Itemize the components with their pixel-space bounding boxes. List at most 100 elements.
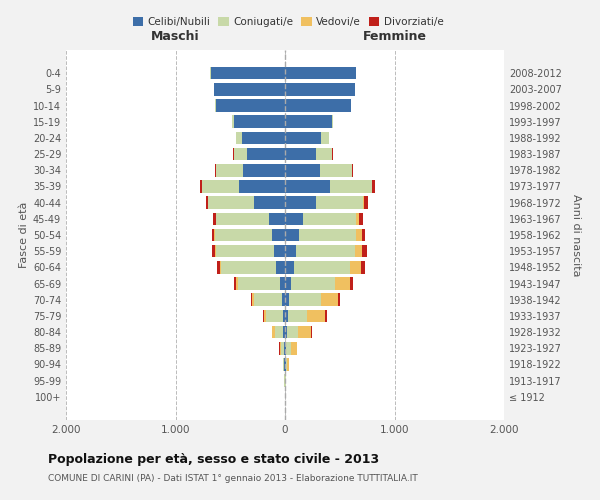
Bar	[200, 180, 202, 193]
Bar	[206, 196, 208, 209]
Bar	[285, 99, 350, 112]
Bar	[263, 310, 266, 322]
Bar	[373, 180, 374, 193]
Text: COMUNE DI CARINI (PA) - Dati ISTAT 1° gennaio 2013 - Elaborazione TUTTITALIA.IT: COMUNE DI CARINI (PA) - Dati ISTAT 1° ge…	[48, 474, 418, 483]
Bar	[232, 116, 233, 128]
Bar	[311, 326, 312, 338]
Bar	[371, 180, 373, 193]
Bar	[283, 358, 284, 371]
Bar	[285, 245, 296, 258]
Bar	[320, 164, 352, 176]
Bar	[363, 196, 364, 209]
Bar	[361, 261, 365, 274]
Bar	[285, 342, 286, 354]
Bar	[362, 245, 367, 258]
Bar	[244, 164, 285, 176]
Bar	[212, 245, 215, 258]
Bar	[281, 342, 284, 354]
Bar	[283, 326, 285, 338]
Bar	[236, 277, 238, 290]
Bar	[287, 358, 289, 371]
Bar	[216, 245, 274, 258]
Bar	[356, 228, 362, 241]
Bar	[285, 83, 355, 96]
Bar	[214, 212, 215, 225]
Bar	[285, 277, 291, 290]
Bar	[285, 180, 330, 193]
Bar	[274, 245, 285, 258]
Bar	[216, 164, 244, 176]
Bar	[272, 228, 285, 241]
Bar	[269, 212, 285, 225]
Bar	[285, 228, 299, 241]
Bar	[288, 310, 307, 322]
Bar	[252, 294, 254, 306]
Text: Popolazione per età, sesso e stato civile - 2013: Popolazione per età, sesso e stato civil…	[48, 452, 379, 466]
Bar	[211, 67, 285, 80]
Bar	[286, 342, 290, 354]
Bar	[233, 116, 285, 128]
Bar	[285, 67, 356, 80]
Bar	[238, 277, 280, 290]
Bar	[321, 132, 329, 144]
Bar	[284, 342, 285, 354]
Y-axis label: Anni di nascita: Anni di nascita	[571, 194, 581, 276]
Bar	[254, 294, 282, 306]
Bar	[247, 148, 285, 160]
Bar	[287, 326, 298, 338]
Bar	[295, 261, 350, 274]
Bar	[202, 180, 239, 193]
Bar	[236, 132, 242, 144]
Bar	[212, 228, 214, 241]
Bar	[272, 326, 275, 338]
Bar	[285, 294, 289, 306]
Bar	[356, 212, 359, 225]
Bar	[283, 310, 285, 322]
Bar	[254, 196, 285, 209]
Bar	[285, 132, 321, 144]
Bar	[302, 212, 356, 225]
Bar	[286, 358, 287, 371]
Bar	[350, 277, 353, 290]
Bar	[291, 277, 335, 290]
Bar	[330, 180, 371, 193]
Bar	[320, 294, 338, 306]
Text: Maschi: Maschi	[151, 30, 200, 43]
Bar	[338, 294, 340, 306]
Bar	[216, 212, 269, 225]
Bar	[332, 116, 333, 128]
Bar	[251, 294, 252, 306]
Bar	[285, 196, 316, 209]
Bar	[359, 212, 363, 225]
Bar	[285, 310, 288, 322]
Bar	[285, 148, 316, 160]
Bar	[221, 261, 276, 274]
Bar	[217, 261, 220, 274]
Bar	[285, 116, 332, 128]
Bar	[299, 228, 356, 241]
Bar	[215, 228, 272, 241]
Bar	[285, 261, 295, 274]
Bar	[355, 245, 362, 258]
Bar	[316, 148, 332, 160]
Bar	[282, 294, 285, 306]
Bar	[276, 261, 285, 274]
Bar	[364, 196, 368, 209]
Bar	[275, 326, 283, 338]
Bar	[242, 132, 285, 144]
Bar	[325, 310, 326, 322]
Bar	[316, 196, 363, 209]
Bar	[266, 310, 283, 322]
Bar	[280, 277, 285, 290]
Bar	[216, 99, 285, 112]
Bar	[233, 148, 247, 160]
Bar	[289, 294, 320, 306]
Bar	[208, 196, 254, 209]
Bar	[298, 326, 311, 338]
Bar	[307, 310, 325, 322]
Bar	[290, 342, 297, 354]
Bar	[214, 83, 285, 96]
Y-axis label: Fasce di età: Fasce di età	[19, 202, 29, 268]
Bar	[350, 261, 361, 274]
Bar	[296, 245, 355, 258]
